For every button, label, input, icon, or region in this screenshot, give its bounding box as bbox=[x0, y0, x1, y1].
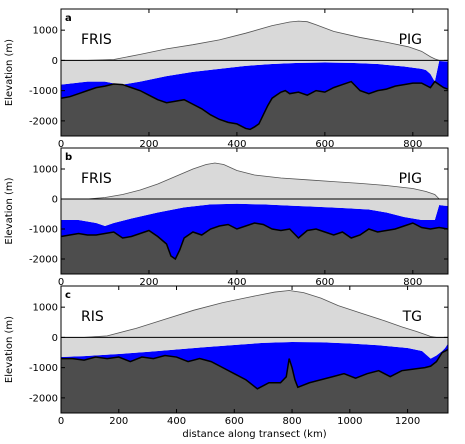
bedrock bbox=[61, 223, 448, 274]
x-tick-label: 200 bbox=[139, 139, 158, 150]
y-tick-label: 0 bbox=[52, 333, 58, 344]
x-tick-label: 0 bbox=[58, 277, 64, 288]
ice-sheet bbox=[61, 163, 448, 226]
right-region-label: TG bbox=[402, 309, 422, 325]
x-tick-label: 600 bbox=[315, 277, 334, 288]
y-axis-label: Elevation (m) bbox=[4, 39, 15, 106]
y-tick-label: 0 bbox=[52, 195, 58, 206]
axes-frame bbox=[60, 8, 449, 137]
y-tick-label: -2000 bbox=[29, 255, 58, 266]
y-tick-label: 1000 bbox=[33, 165, 58, 176]
left-region-label: FRIS bbox=[81, 171, 112, 187]
axes-frame bbox=[60, 147, 449, 275]
plot-area bbox=[61, 162, 448, 274]
y-tick-label: 1000 bbox=[33, 303, 58, 314]
plot-area bbox=[61, 290, 448, 413]
x-tick-label: 400 bbox=[227, 139, 246, 150]
ocean-cavity bbox=[61, 341, 448, 389]
x-tick-label: 200 bbox=[109, 416, 128, 427]
right-region-label: PIG bbox=[399, 171, 422, 187]
bedrock bbox=[61, 81, 448, 136]
x-tick-label: 600 bbox=[315, 139, 334, 150]
x-tick-label: 400 bbox=[227, 277, 246, 288]
plot-area bbox=[61, 20, 448, 136]
panel-letter: b bbox=[65, 152, 72, 163]
panel-b: 0 200 400 600 800 1000 0 -1000 -2000 Elevation (m… bbox=[4, 147, 449, 288]
ice-sheet bbox=[61, 290, 448, 359]
x-tick-label: 1000 bbox=[337, 416, 362, 427]
x-tick-label: 0 bbox=[58, 139, 64, 150]
ice-surface-line bbox=[61, 290, 448, 338]
right-region-label: PIG bbox=[399, 32, 422, 48]
panel-c: 0 200 400 600 800 1000 1200 1000 0 -1000 -2000 Elev… bbox=[4, 285, 449, 440]
x-tick-label: 0 bbox=[58, 416, 64, 427]
x-tick-label: 200 bbox=[139, 277, 158, 288]
y-tick-label: 0 bbox=[52, 56, 58, 67]
panel-letter: a bbox=[65, 13, 72, 24]
x-tick-label: 600 bbox=[225, 416, 244, 427]
bed-line bbox=[61, 222, 448, 261]
y-tick-label: -2000 bbox=[29, 393, 58, 404]
x-tick-label: 1200 bbox=[395, 416, 420, 427]
y-axis-label: Elevation (m) bbox=[4, 316, 15, 383]
ice-sheet bbox=[61, 21, 448, 85]
left-region-label: FRIS bbox=[81, 32, 112, 48]
x-tick-label: 400 bbox=[167, 416, 186, 427]
y-tick-label: -1000 bbox=[29, 363, 58, 374]
ocean-cavity bbox=[61, 61, 448, 130]
ice-surface-line bbox=[61, 20, 448, 61]
panel-letter: c bbox=[65, 290, 71, 301]
left-region-label: RIS bbox=[81, 309, 104, 325]
x-axis-label: distance along transect (km) bbox=[182, 429, 326, 440]
ice-surface-line bbox=[61, 162, 448, 200]
y-tick-label: -1000 bbox=[29, 86, 58, 97]
ocean-cavity bbox=[61, 203, 448, 259]
y-tick-label: -2000 bbox=[29, 116, 58, 127]
bed-line bbox=[61, 348, 448, 390]
y-tick-label: 1000 bbox=[33, 26, 58, 37]
x-tick-label: 800 bbox=[403, 139, 422, 150]
panel-a: 0 200 400 600 800 1000 0 -1000 -2000 Elevation (m… bbox=[4, 8, 449, 150]
y-axis-label: Elevation (m) bbox=[4, 177, 15, 244]
axes-frame bbox=[60, 285, 449, 414]
bed-line bbox=[61, 80, 448, 131]
y-tick-label: -1000 bbox=[29, 225, 58, 236]
x-tick-label: 800 bbox=[282, 416, 301, 427]
x-tick-label: 800 bbox=[403, 277, 422, 288]
bedrock bbox=[61, 349, 448, 413]
